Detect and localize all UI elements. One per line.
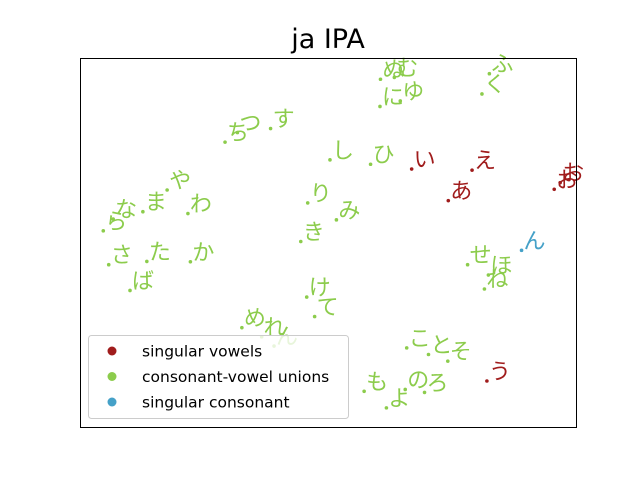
point-label-s1-13: き [303,221,325,246]
point-label-s1-0: ぬ [382,58,404,83]
legend-marker-singular-vowels [107,346,117,356]
point-label-s1-14: ら [105,210,127,235]
legend-label-singular-vowels: singular vowels [142,343,262,361]
point-label-s1-7: つ [239,112,261,137]
point-s1-4 [378,104,382,109]
point-label-s1-20: た [149,240,171,265]
point-s1-24 [486,273,491,277]
point-s1-20 [145,259,149,264]
point-label-s1-11: り [310,182,332,207]
point-s1-18 [186,211,190,216]
point-s1-36 [403,387,408,392]
legend-box [88,335,349,419]
point-label-s1-1: む [396,56,418,81]
point-label-s1-27: て [317,296,339,321]
point-label-s1-16: ま [145,191,167,216]
point-label-s1-3: く [484,73,506,98]
legend-marker-singular-consonant [107,397,117,407]
point-label-s1-25: ね [486,268,508,293]
point-label-s1-33: そ [450,340,472,365]
point-s1-17 [165,188,169,192]
point-label-s1-4: に [382,85,404,110]
point-label-s1-34: も [366,370,388,395]
point-s1-21 [128,288,132,293]
point-s1-6 [223,140,227,144]
point-s1-33 [445,359,450,363]
point-s1-35 [384,406,389,410]
point-label-s1-9: し [332,139,354,164]
point-label-s1-19: さ [111,244,133,269]
point-label-s0-1: え [474,149,496,174]
point-label-s1-36: の [407,368,429,393]
point-label-s1-32: と [430,334,452,359]
point-label-s1-29: れ [264,316,286,341]
point-label-s1-5: ゆ [402,80,424,105]
chart-title: ja IPA [290,24,365,55]
point-s1-26 [304,295,309,299]
point-s0-1 [470,168,474,172]
point-label-s1-12: み [338,199,360,224]
point-label-s2-0: ん [524,229,546,254]
point-label-s1-8: す [273,108,295,133]
point-s1-23 [465,262,470,267]
legend-marker-consonant-vowel-unions [107,372,117,381]
point-label-s0-2: あ [450,180,472,205]
point-s0-2 [446,198,451,203]
point-label-s0-4: お [562,162,584,187]
legend-label-singular-consonant: singular consonant [142,394,290,412]
point-s1-27 [312,314,317,319]
point-label-s1-24: ほ [490,254,512,279]
point-s1-1 [392,75,397,80]
point-label-s1-31: こ [409,327,431,352]
point-s1-32 [426,352,431,357]
point-label-s1-26: け [309,276,331,301]
point-label-s1-28: め [244,307,266,332]
point-label-s1-15: な [115,198,137,223]
point-s1-28 [240,325,244,330]
point-s1-25 [482,287,487,291]
point-s1-11 [305,201,310,205]
point-label-s1-17: や [169,169,191,194]
point-s1-0 [378,77,383,82]
point-s0-0 [409,167,414,171]
point-s1-2 [487,71,492,76]
point-s1-34 [362,389,366,394]
point-label-s1-22: か [192,241,214,266]
point-s1-5 [398,99,403,103]
point-label-s0-3: お [556,168,578,193]
point-label-s1-21: ば [132,269,154,294]
point-label-s0-0: い [414,148,436,173]
point-s1-9 [328,158,332,162]
point-label-s1-37: ろ [427,371,449,396]
point-s2-0 [519,248,524,253]
point-s1-22 [188,259,193,264]
point-label-s0-5: う [489,360,511,385]
point-s0-3 [552,187,557,192]
point-s1-3 [480,92,484,96]
point-s1-19 [106,262,111,267]
legend-label-consonant-vowel-unions: consonant-vowel unions [142,368,329,386]
legend: singular vowels consonant-vowel unions s… [88,335,349,419]
point-label-s1-35: よ [388,387,410,412]
point-s1-12 [334,218,339,222]
plot-frame [80,58,577,428]
point-s1-8 [268,126,273,131]
point-s1-10 [368,162,373,167]
point-label-s1-10: ひ [373,143,395,168]
point-s1-14 [101,229,106,233]
point-s1-13 [298,239,303,244]
point-s1-37 [422,390,427,395]
point-s0-5 [485,379,489,383]
point-s1-7 [235,130,240,135]
point-s1-16 [141,209,145,214]
point-s1-15 [111,217,115,221]
point-label-s1-23: せ [470,244,492,269]
point-s1-31 [404,346,409,350]
point-label-s1-18: わ [190,193,212,218]
point-s0-4 [558,180,562,185]
